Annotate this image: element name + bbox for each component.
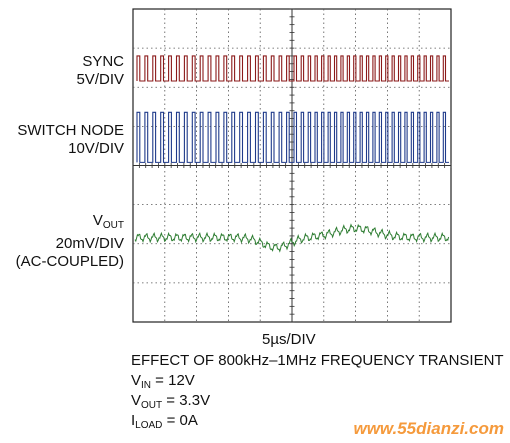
grid	[132, 8, 452, 323]
vout-label-line3: (AC-COUPLED)	[15, 253, 124, 270]
sync-label-line1: SYNC	[82, 53, 124, 70]
caption-iload: ILOAD = 0A	[131, 412, 198, 435]
vin-sub: IN	[141, 380, 152, 391]
caption-title: EFFECT OF 800kHz–1MHz FREQUENCY TRANSIEN…	[131, 352, 504, 369]
caption-vin: VIN = 12V	[131, 372, 195, 395]
vout-trace	[134, 223, 450, 253]
vin-main: V	[131, 372, 142, 389]
vout-label: VOUT 20mV/DIV (AC-COUPLED)	[16, 212, 124, 271]
x-axis-label: 5µs/DIV	[262, 331, 316, 348]
switch-node-label: SWITCH NODE 10V/DIV	[17, 122, 124, 158]
switch-node-label-line2: 10V/DIV	[68, 140, 124, 157]
vin-value: = 12V	[151, 372, 195, 389]
sync-label-line2: 5V/DIV	[76, 71, 124, 88]
vout-label-main: V	[92, 212, 103, 229]
iload-sub: LOAD	[135, 420, 163, 431]
traces	[134, 55, 450, 253]
vout-sub: OUT	[141, 400, 163, 411]
caption-vout: VOUT = 3.3V	[131, 392, 210, 415]
vout-main: V	[131, 392, 142, 409]
sync-trace	[136, 55, 449, 82]
iload-main: I	[131, 412, 136, 429]
vout-label-sub: OUT	[102, 220, 124, 231]
switch-node-trace	[136, 111, 449, 163]
sync-label: SYNC 5V/DIV	[76, 53, 124, 89]
iload-value: = 0A	[162, 412, 198, 429]
vout-label-line2: 20mV/DIV	[55, 235, 124, 252]
vout-value: = 3.3V	[162, 392, 211, 409]
vout-label-line1: VOUT	[16, 212, 124, 235]
watermark: www.55dianzi.com	[353, 419, 504, 438]
switch-node-label-line1: SWITCH NODE	[17, 122, 124, 139]
